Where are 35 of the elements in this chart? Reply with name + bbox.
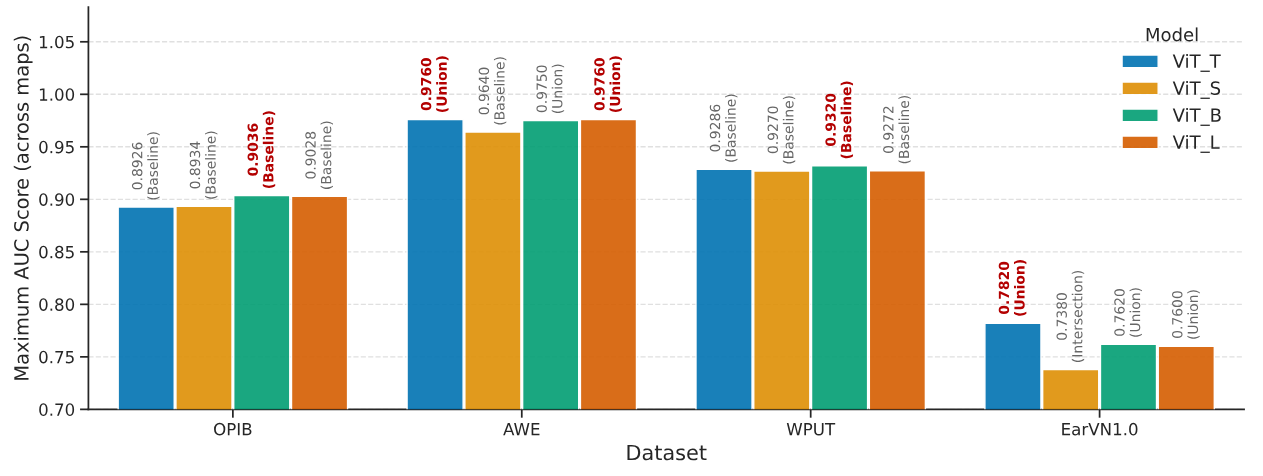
x-tick-label: WPUT <box>786 423 836 436</box>
data-label: 0.7820 (Union) <box>998 260 1027 316</box>
x-tick-label: EarVN1.0 <box>1062 422 1138 436</box>
data-label: 0.9320 (Baseline) <box>825 81 854 159</box>
x-axis-title: Dataset <box>627 444 707 461</box>
data-label: 0.9750 (Union) <box>536 64 565 114</box>
y-tick-label: 0.80 <box>39 298 75 311</box>
y-tick-label: 1.05 <box>39 35 74 49</box>
data-label: 0.9272 (Baseline) <box>883 95 911 164</box>
data-label: 0.7380 (Intersection) <box>1056 270 1085 362</box>
legend-label: ViT_L <box>1172 134 1220 153</box>
y-axis-title: Maximum AUC Score (across maps) <box>13 36 33 380</box>
legend-label: ViT_B <box>1172 107 1221 126</box>
data-label: 0.7620 (Union) <box>1114 288 1142 337</box>
x-tick-label: OPIB <box>214 422 252 436</box>
data-label: 0.9036 (Baseline) <box>247 111 276 189</box>
y-tick-label: 0.75 <box>39 350 74 364</box>
y-tick-label: 0.70 <box>39 403 75 416</box>
data-label: 0.8934 (Baseline) <box>189 131 218 199</box>
legend-title: Model <box>1146 27 1198 42</box>
data-label: 0.9640 (Baseline) <box>478 57 507 125</box>
data-label: 0.9760 (Union) <box>594 56 622 113</box>
data-label: 0.9286 (Baseline) <box>709 94 738 162</box>
y-tick-label: 0.95 <box>39 140 74 154</box>
legend-label: ViT_S <box>1172 80 1221 99</box>
data-label: 0.8926 (Baseline) <box>131 132 160 200</box>
data-label: 0.9760 (Union) <box>420 56 449 113</box>
data-label: 0.7600 (Union) <box>1172 290 1200 339</box>
legend-label: ViT_T <box>1172 53 1221 72</box>
x-tick-label: AWE <box>503 423 540 436</box>
y-tick-label: 0.90 <box>39 193 75 206</box>
y-tick-label: 1.00 <box>39 88 75 101</box>
data-label: 0.9028 (Baseline) <box>305 121 333 189</box>
y-tick-label: 0.85 <box>39 245 74 259</box>
data-label: 0.9270 (Baseline) <box>767 96 796 164</box>
